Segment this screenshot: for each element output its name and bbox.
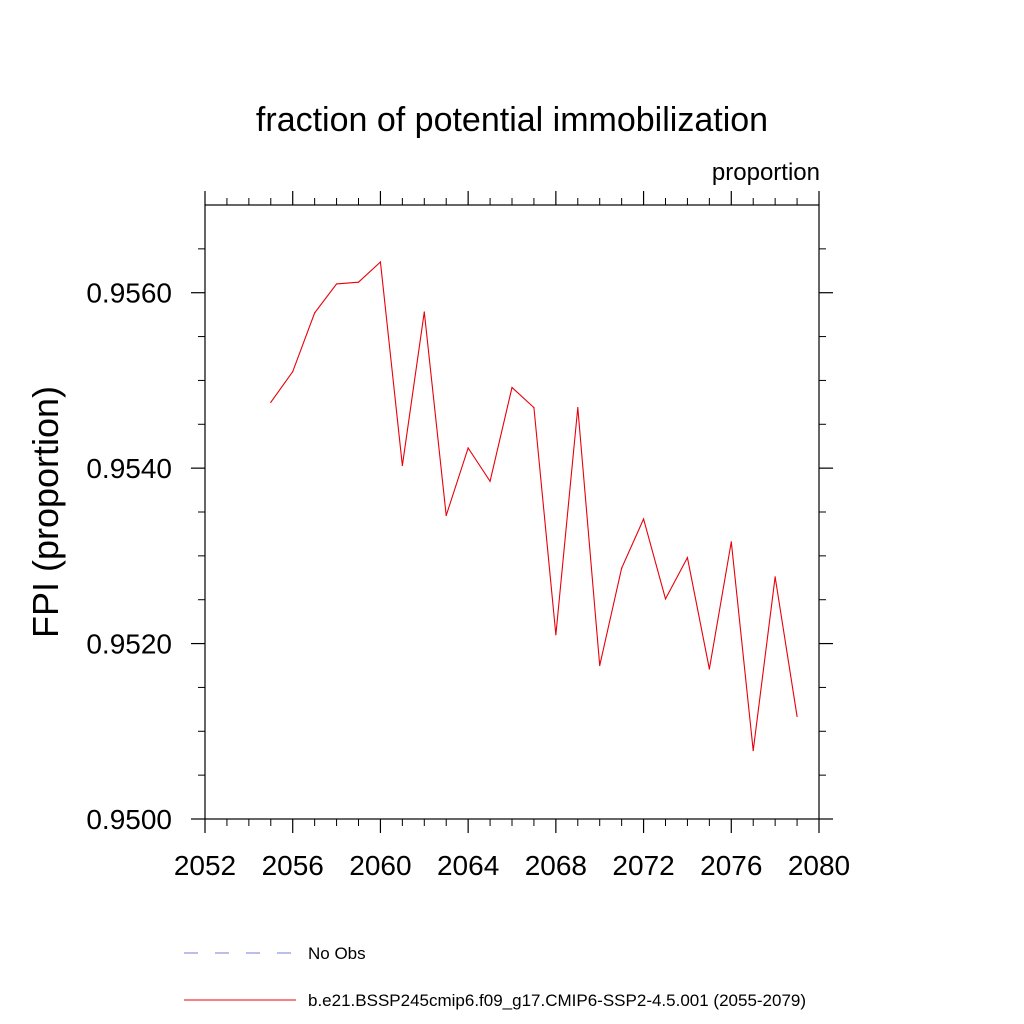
ticks-layer: 2052 2056 2060 2064 2068 2072 2076 2080 0.9500 0.…	[86, 191, 850, 881]
x-tick-label: 2080	[788, 850, 850, 881]
data-point	[642, 518, 645, 520]
data-point	[489, 480, 491, 482]
x-tick-label: 2076	[700, 850, 762, 881]
data-point	[270, 401, 272, 403]
data-point	[664, 598, 667, 600]
data-point	[599, 664, 601, 667]
data-point	[774, 576, 776, 578]
data-point	[708, 668, 710, 670]
y-tick-label: 0.9520	[86, 629, 172, 660]
data-point	[292, 371, 294, 373]
y-tick-label: 0.9540	[86, 453, 172, 484]
data-point	[314, 312, 316, 314]
data-point	[401, 464, 403, 467]
chart-title: fraction of potential immobilization	[256, 101, 768, 139]
legend: No Obs b.e21.BSSP245cmip6.f09_g17.CMIP6-S…	[184, 944, 806, 1010]
legend-label-2: b.e21.BSSP245cmip6.f09_g17.CMIP6-SSP2-4.…	[308, 991, 806, 1010]
data-point	[335, 283, 338, 285]
y-tick-label: 0.9500	[86, 804, 172, 835]
data-point	[445, 514, 447, 517]
units-label: proportion	[712, 159, 820, 186]
data-point	[796, 715, 798, 717]
legend-label-1: No Obs	[308, 944, 366, 963]
x-tick-label: 2068	[525, 850, 587, 881]
data-point	[511, 386, 513, 389]
data-point	[730, 541, 732, 543]
data-point	[577, 407, 579, 409]
data-point	[357, 281, 360, 283]
data-point	[621, 567, 623, 569]
data-point	[379, 261, 382, 263]
x-tick-label: 2052	[174, 850, 236, 881]
data-point	[423, 311, 425, 313]
data-point	[555, 634, 557, 636]
y-axis-label: FPI (proportion)	[25, 386, 66, 638]
data-point	[533, 407, 535, 409]
series-layer	[270, 260, 798, 752]
data-point	[752, 749, 754, 752]
data-point	[686, 557, 689, 559]
x-tick-label: 2064	[437, 850, 499, 881]
x-tick-label: 2072	[612, 850, 674, 881]
x-tick-label: 2060	[349, 850, 411, 881]
data-point	[467, 447, 469, 449]
x-tick-label: 2056	[262, 850, 324, 881]
y-tick-label: 0.9560	[86, 278, 172, 309]
